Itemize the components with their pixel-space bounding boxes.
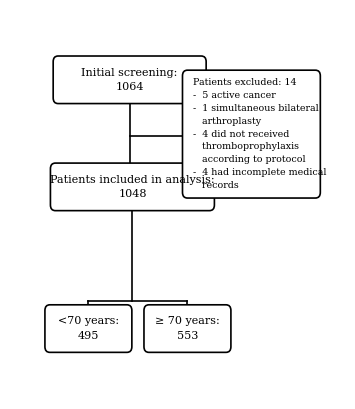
FancyBboxPatch shape	[53, 56, 206, 103]
Text: <70 years:
495: <70 years: 495	[58, 317, 119, 341]
Text: ≥ 70 years:
553: ≥ 70 years: 553	[155, 317, 220, 341]
FancyBboxPatch shape	[182, 70, 320, 198]
FancyBboxPatch shape	[50, 163, 214, 211]
Text: Patients excluded: 14
-  5 active cancer
-  1 simultaneous bilateral
   arthropl: Patients excluded: 14 - 5 active cancer …	[193, 78, 327, 190]
Text: Initial screening:
1064: Initial screening: 1064	[82, 67, 178, 92]
FancyBboxPatch shape	[45, 305, 132, 353]
Text: Patients included in analysis:
1048: Patients included in analysis: 1048	[50, 175, 215, 199]
FancyBboxPatch shape	[144, 305, 231, 353]
